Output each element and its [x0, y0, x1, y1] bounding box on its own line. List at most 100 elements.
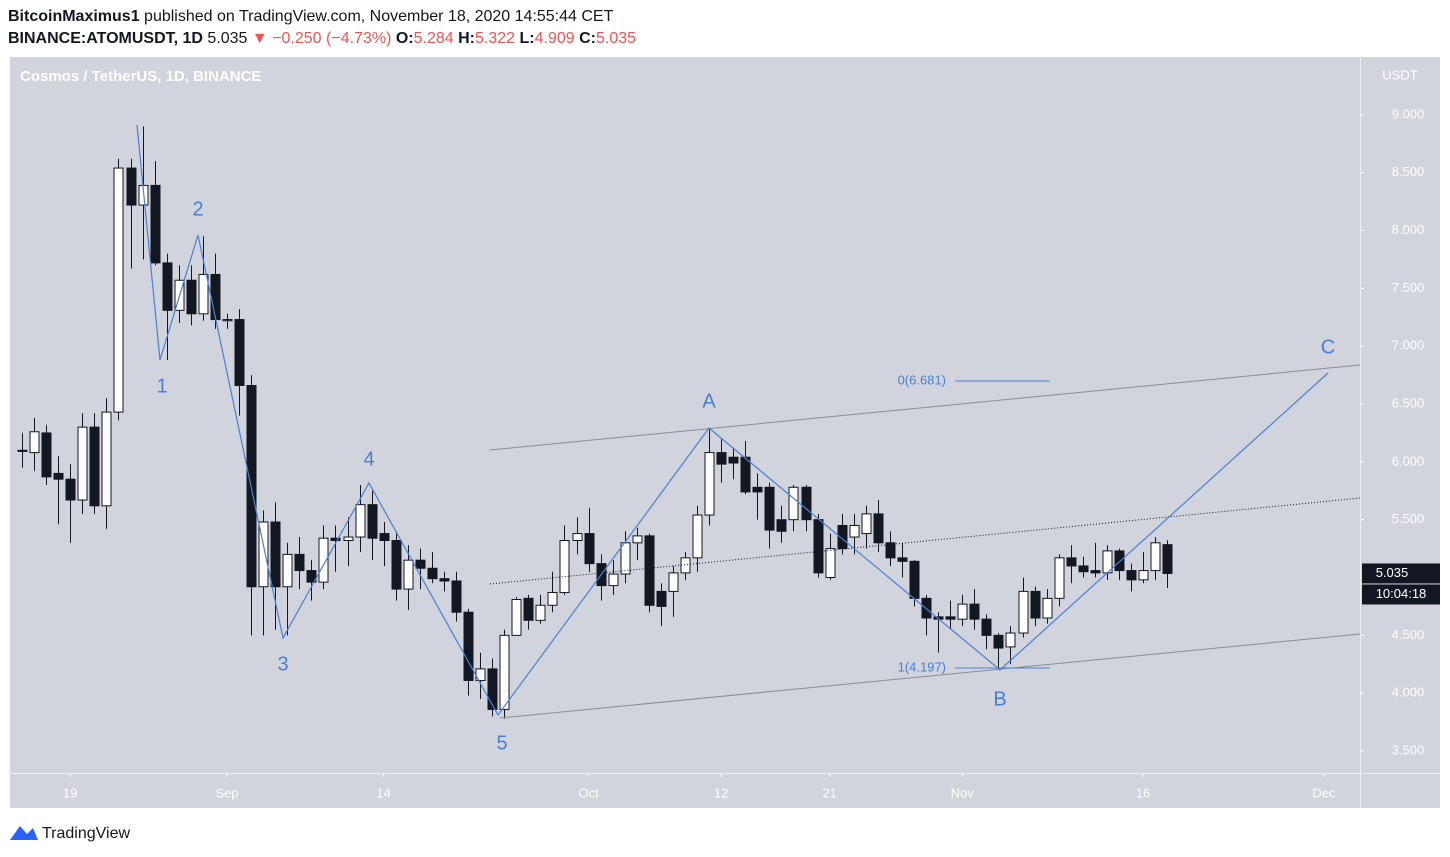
- wave-label: 2: [192, 198, 203, 220]
- candle-body: [776, 519, 787, 532]
- x-tick-label: 12: [714, 785, 728, 800]
- candle-body: [77, 426, 88, 501]
- candle-body: [294, 553, 305, 572]
- wave-label: A: [702, 390, 716, 412]
- candle-body: [668, 572, 679, 592]
- candle-body: [897, 557, 908, 562]
- candle-body: [355, 504, 366, 538]
- candle-body: [150, 184, 161, 264]
- candle-body: [1054, 557, 1065, 599]
- drawings: [136, 124, 1361, 719]
- chart-background: [10, 57, 1440, 808]
- candle-body: [270, 521, 281, 588]
- candle-body: [837, 524, 848, 550]
- candle-body: [17, 449, 28, 452]
- x-tick-label: 14: [376, 785, 390, 800]
- candle-body: [728, 456, 739, 464]
- candle-body: [692, 514, 703, 559]
- published: published on TradingView.com, November 1…: [139, 8, 614, 25]
- candle-body: [463, 611, 474, 681]
- candle-body: [415, 559, 426, 569]
- x-tick-label: 19: [63, 785, 77, 800]
- wave-label: 4: [363, 448, 374, 470]
- candle-body: [1018, 590, 1029, 634]
- wave-label: 5: [496, 732, 507, 754]
- candle-body: [41, 432, 52, 478]
- y-tick-label: 8.500: [1392, 164, 1425, 179]
- candle-body: [981, 618, 992, 636]
- candle-body: [427, 567, 438, 580]
- candle-body: [511, 598, 522, 636]
- symbol-info: BINANCE:ATOMUSDT, 1D: [8, 30, 203, 47]
- publish-line: BitcoinMaximus1 published on TradingView…: [8, 6, 636, 28]
- candle-body: [282, 553, 293, 588]
- symbol-info: H:: [458, 30, 475, 47]
- symbol-info: 4.909: [534, 30, 580, 47]
- candle-body: [849, 524, 860, 538]
- countdown-tag: [1362, 584, 1440, 605]
- y-tick-label: 7.500: [1392, 280, 1425, 295]
- x-tick-label: Nov: [951, 785, 975, 800]
- candle-body: [584, 533, 595, 565]
- candle-body: [559, 540, 570, 594]
- candle-body: [162, 262, 173, 311]
- x-tick-label: Dec: [1312, 785, 1336, 800]
- x-tick-label: 21: [822, 785, 836, 800]
- last-price-label: 5.035: [1376, 565, 1409, 580]
- candle-body: [113, 167, 124, 413]
- candle-body: [788, 486, 799, 521]
- candle-body: [222, 319, 233, 322]
- candle-body: [234, 319, 245, 387]
- x-tick-label: 16: [1136, 785, 1150, 800]
- candle-body: [740, 456, 751, 493]
- candle-body: [65, 478, 76, 501]
- candle-body: [1114, 550, 1125, 572]
- y-tick-label: 4.000: [1392, 685, 1425, 700]
- wave-label: B: [993, 688, 1006, 710]
- symbol-info: L:: [519, 30, 535, 47]
- candle-body: [801, 486, 812, 521]
- header: BitcoinMaximus1 published on TradingView…: [8, 6, 636, 50]
- candle-body: [210, 273, 221, 321]
- candle-body: [318, 537, 329, 583]
- y-axis-label: USDT: [1382, 67, 1417, 82]
- candle-body: [523, 597, 534, 621]
- candle-body: [186, 279, 197, 315]
- y-tick-label: 6.000: [1392, 453, 1425, 468]
- candle-body: [861, 513, 872, 535]
- candle-body: [969, 603, 980, 620]
- candle-body: [608, 573, 619, 587]
- candle-body: [1162, 544, 1173, 574]
- candle-body: [439, 578, 450, 582]
- candle-body: [752, 486, 763, 493]
- symbol-line: BINANCE:ATOMUSDT, 1D 5.035 ▼ −0.250 (−4.…: [8, 28, 636, 50]
- candle-body: [29, 431, 40, 454]
- wave-label: 3: [277, 653, 288, 675]
- candle-body: [1042, 597, 1053, 619]
- candle-body: [391, 540, 402, 590]
- y-tick-label: 5.500: [1392, 511, 1425, 526]
- candle-body: [451, 580, 462, 613]
- candle-body: [487, 668, 498, 710]
- candle-body: [945, 616, 956, 620]
- symbol-info: 5.284: [413, 30, 459, 47]
- y-tick-label: 3.500: [1392, 742, 1425, 757]
- candle-body: [1150, 542, 1161, 572]
- candle-body: [813, 519, 824, 574]
- wave-label: C: [1321, 336, 1335, 358]
- candle-body: [101, 411, 112, 507]
- candle-body: [644, 535, 655, 606]
- candle-body: [403, 559, 414, 590]
- candle-body: [1090, 570, 1101, 574]
- candle-body: [1005, 632, 1016, 648]
- candle-body: [535, 604, 546, 621]
- candle-body: [873, 513, 884, 544]
- candle-body: [764, 486, 775, 531]
- impulse-wave: [136, 124, 499, 716]
- last-price-tag: [1362, 563, 1440, 584]
- candle-body: [126, 167, 137, 206]
- symbol-info: 5.035: [202, 30, 252, 47]
- chart-title: Cosmos / TetherUS, 1D, BINANCE: [20, 68, 261, 85]
